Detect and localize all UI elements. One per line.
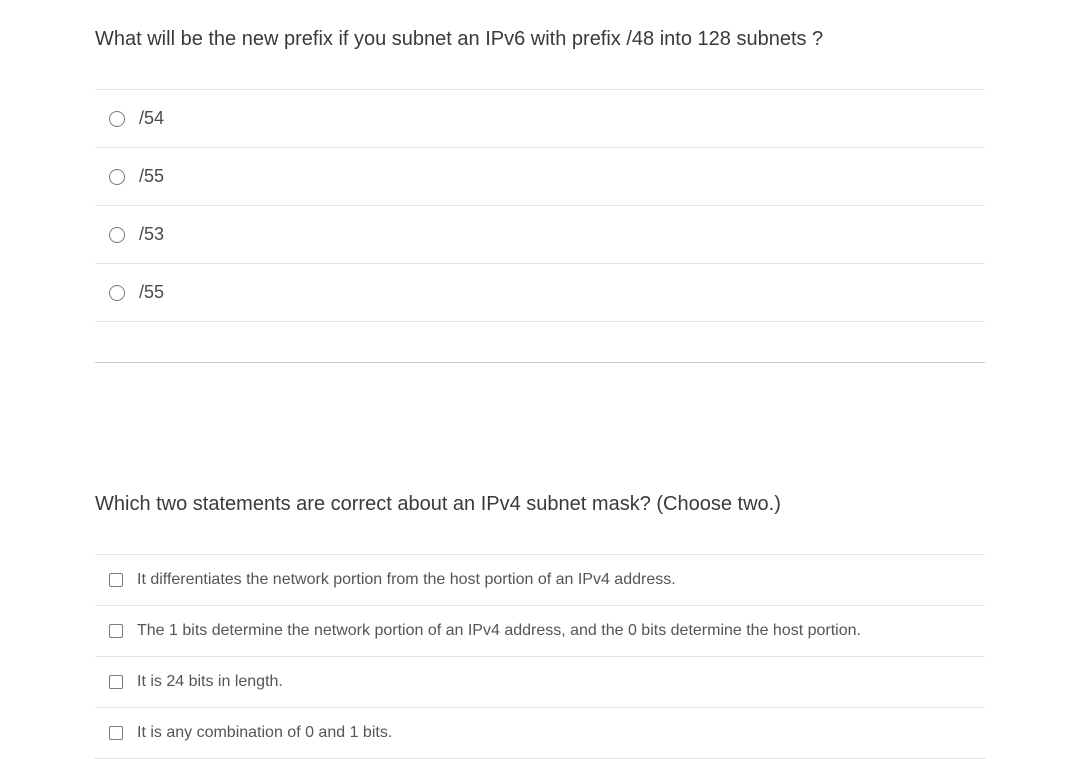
- checkbox-icon[interactable]: [109, 624, 123, 638]
- radio-icon[interactable]: [109, 227, 125, 243]
- option-row[interactable]: /54: [95, 90, 985, 148]
- option-label: It is any combination of 0 and 1 bits.: [137, 724, 392, 742]
- question-1-prompt: What will be the new prefix if you subne…: [95, 28, 985, 51]
- question-2-options: It differentiates the network portion fr…: [95, 554, 985, 759]
- option-row[interactable]: The 1 bits determine the network portion…: [95, 606, 985, 657]
- option-label: It differentiates the network portion fr…: [137, 571, 676, 589]
- option-row[interactable]: It is any combination of 0 and 1 bits.: [95, 708, 985, 759]
- quiz-container: What will be the new prefix if you subne…: [0, 0, 1080, 759]
- option-label: /53: [139, 224, 164, 245]
- option-row[interactable]: It is 24 bits in length.: [95, 657, 985, 708]
- question-divider: [95, 362, 985, 363]
- option-row[interactable]: /55: [95, 148, 985, 206]
- option-row[interactable]: /55: [95, 264, 985, 322]
- option-label: /55: [139, 166, 164, 187]
- option-label: The 1 bits determine the network portion…: [137, 622, 861, 640]
- checkbox-icon[interactable]: [109, 573, 123, 587]
- radio-icon[interactable]: [109, 111, 125, 127]
- option-row[interactable]: It differentiates the network portion fr…: [95, 555, 985, 606]
- radio-icon[interactable]: [109, 169, 125, 185]
- option-label: /54: [139, 108, 164, 129]
- question-2-prompt: Which two statements are correct about a…: [95, 493, 985, 516]
- option-label: /55: [139, 282, 164, 303]
- option-label: It is 24 bits in length.: [137, 673, 283, 691]
- question-1: What will be the new prefix if you subne…: [95, 28, 985, 363]
- option-row[interactable]: /53: [95, 206, 985, 264]
- checkbox-icon[interactable]: [109, 675, 123, 689]
- radio-icon[interactable]: [109, 285, 125, 301]
- question-2: Which two statements are correct about a…: [95, 493, 985, 759]
- checkbox-icon[interactable]: [109, 726, 123, 740]
- question-1-options: /54 /55 /53 /55: [95, 89, 985, 322]
